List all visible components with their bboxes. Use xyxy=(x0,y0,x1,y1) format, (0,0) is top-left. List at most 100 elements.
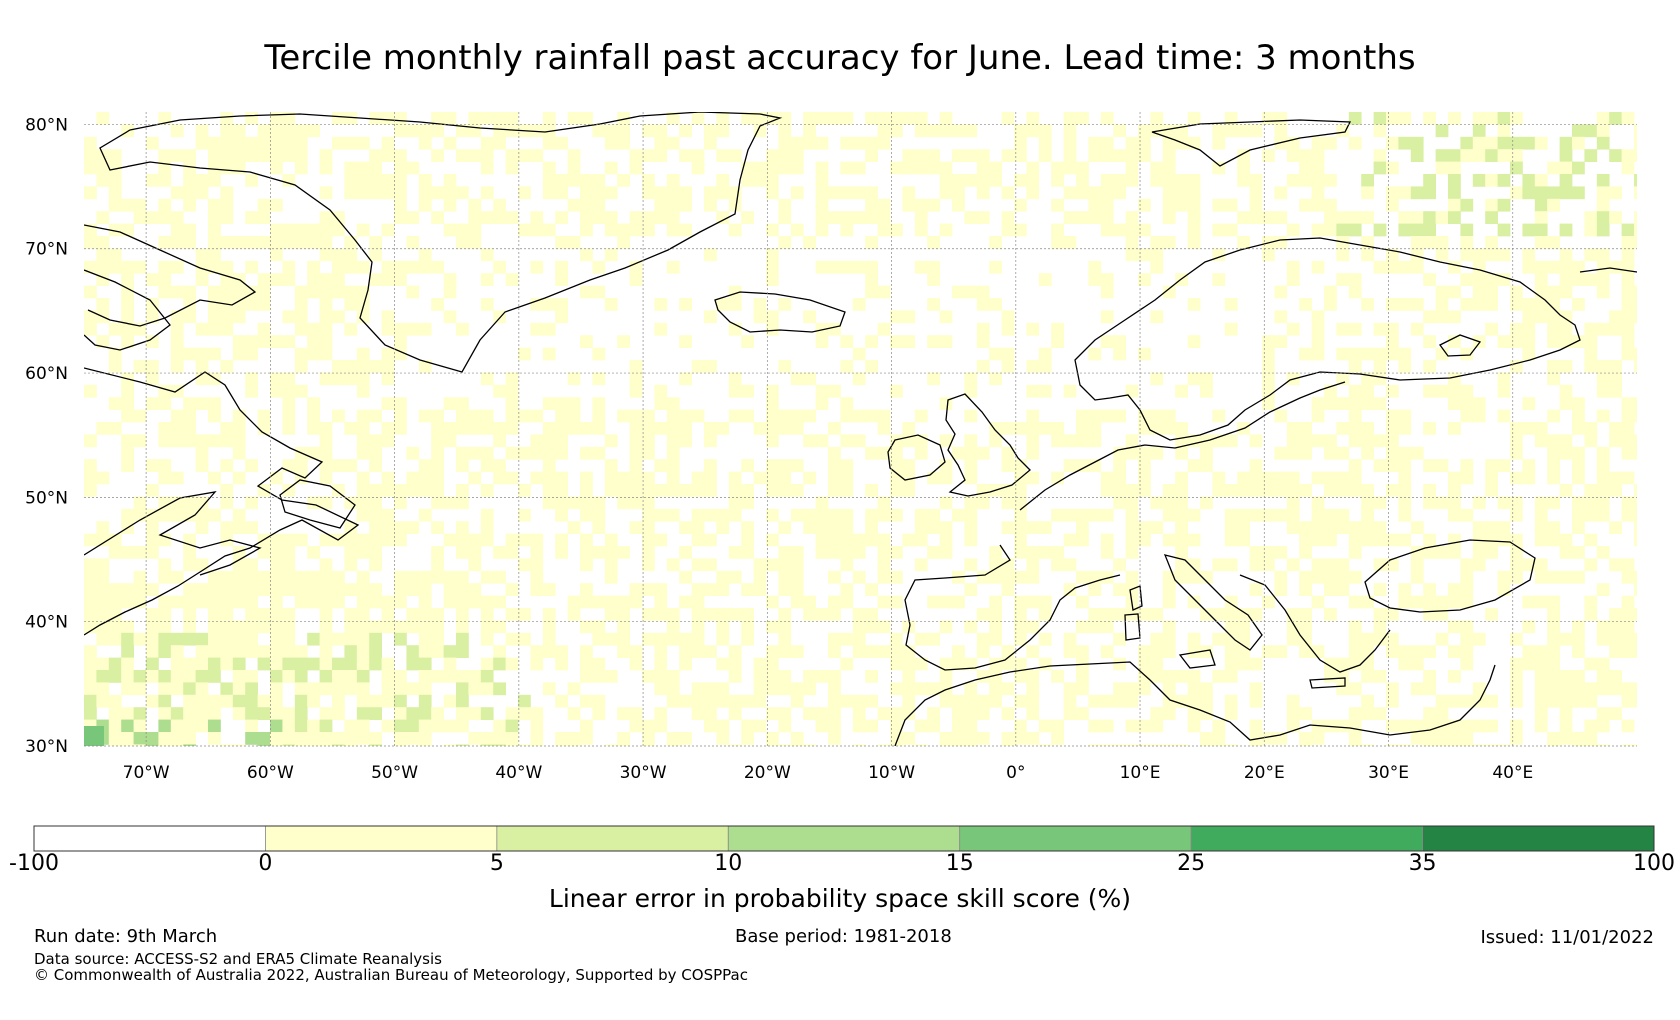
skill-cell xyxy=(939,124,953,138)
skill-cell xyxy=(431,409,444,423)
skill-cell xyxy=(232,124,246,138)
skill-cell xyxy=(1063,508,1077,522)
skill-cell xyxy=(394,583,407,596)
skill-cell xyxy=(183,744,196,746)
skill-cell xyxy=(567,496,581,510)
skill-cell xyxy=(840,112,854,125)
skill-cell xyxy=(567,732,581,745)
skill-cell xyxy=(1286,632,1300,646)
skill-cell xyxy=(443,744,457,746)
skill-cell xyxy=(1621,570,1635,584)
skill-cell xyxy=(1237,124,1250,138)
skill-cell xyxy=(84,645,97,658)
skill-cell xyxy=(1534,657,1548,671)
skill-cell xyxy=(1336,347,1350,361)
skill-cell xyxy=(654,608,668,621)
skill-cell xyxy=(195,248,209,262)
skill-cell xyxy=(208,608,221,621)
skill-cell xyxy=(642,508,655,522)
skill-cell xyxy=(406,620,420,634)
skill-cell xyxy=(1559,186,1573,200)
skill-cell xyxy=(1621,322,1635,336)
skill-cell xyxy=(468,533,482,547)
skill-cell xyxy=(1187,174,1201,187)
skill-cell xyxy=(629,161,643,175)
skill-cell xyxy=(1014,595,1027,609)
skill-cell xyxy=(617,471,630,485)
skill-cell xyxy=(1311,174,1325,187)
skill-cell xyxy=(1076,620,1089,634)
skill-cell xyxy=(456,484,469,497)
longitude-label: 30°E xyxy=(1368,763,1409,783)
skill-cell xyxy=(456,397,469,410)
skill-cell xyxy=(741,533,754,547)
skill-cell xyxy=(790,682,804,696)
skill-cell xyxy=(245,149,258,162)
skill-cell xyxy=(964,496,978,510)
skill-cell xyxy=(1435,149,1449,162)
skill-cell xyxy=(1311,496,1325,510)
skill-cell xyxy=(1311,521,1325,534)
skill-cell xyxy=(245,372,258,386)
skill-cell xyxy=(530,583,544,596)
skill-cell xyxy=(766,670,779,683)
skill-cell xyxy=(183,347,196,361)
skill-cell xyxy=(220,136,234,150)
skill-cell xyxy=(220,608,234,621)
skill-cell xyxy=(294,595,308,609)
skill-cell xyxy=(431,459,444,472)
skill-cell xyxy=(493,546,506,559)
skill-cell xyxy=(1175,744,1188,746)
skill-cell xyxy=(666,620,680,634)
skill-cell xyxy=(1472,521,1486,534)
skill-cell xyxy=(716,570,730,584)
skill-cell xyxy=(431,620,444,634)
skill-cell xyxy=(270,645,283,658)
skill-cell xyxy=(1224,533,1238,547)
skill-cell xyxy=(319,620,333,634)
skill-cell xyxy=(1212,744,1226,746)
skill-cell xyxy=(952,645,965,658)
skill-cell xyxy=(530,298,544,311)
skill-cell xyxy=(778,670,792,683)
skill-cell xyxy=(381,471,395,485)
skill-cell xyxy=(1348,422,1362,435)
skill-cell xyxy=(1435,310,1449,324)
skill-cell xyxy=(580,484,593,497)
skill-cell xyxy=(530,446,544,460)
skill-cell xyxy=(1014,620,1027,634)
skill-cell xyxy=(84,583,97,596)
skill-cell xyxy=(294,310,308,324)
skill-cell xyxy=(1001,223,1015,237)
skill-cell xyxy=(294,570,308,584)
skill-cell xyxy=(1572,632,1585,646)
skill-cell xyxy=(865,620,878,634)
skill-cell xyxy=(1522,645,1536,658)
skill-cell xyxy=(815,719,829,733)
skill-cell xyxy=(406,707,420,720)
skill-cell xyxy=(1187,533,1201,547)
skill-cell xyxy=(852,298,866,311)
skill-cell xyxy=(1584,558,1598,572)
skill-cell xyxy=(1100,409,1114,423)
skill-cell xyxy=(580,595,593,609)
skill-cell xyxy=(1534,273,1548,286)
skill-cell xyxy=(1113,347,1126,361)
skill-cell xyxy=(890,744,903,746)
skill-cell xyxy=(691,645,705,658)
skill-cell xyxy=(1187,570,1201,584)
coastlines xyxy=(84,112,1637,746)
skill-cell xyxy=(282,546,296,559)
skill-cell xyxy=(555,657,568,671)
skill-cell xyxy=(914,149,928,162)
skill-cell xyxy=(642,422,655,435)
skill-cell xyxy=(183,236,196,249)
skill-cell xyxy=(406,732,420,745)
skill-cell xyxy=(642,583,655,596)
skill-cell xyxy=(1460,744,1474,746)
skill-cell xyxy=(555,645,568,658)
skill-cell xyxy=(1510,161,1523,175)
skill-cell xyxy=(1001,347,1015,361)
skill-cell xyxy=(1063,459,1077,472)
skill-cell xyxy=(927,273,940,286)
